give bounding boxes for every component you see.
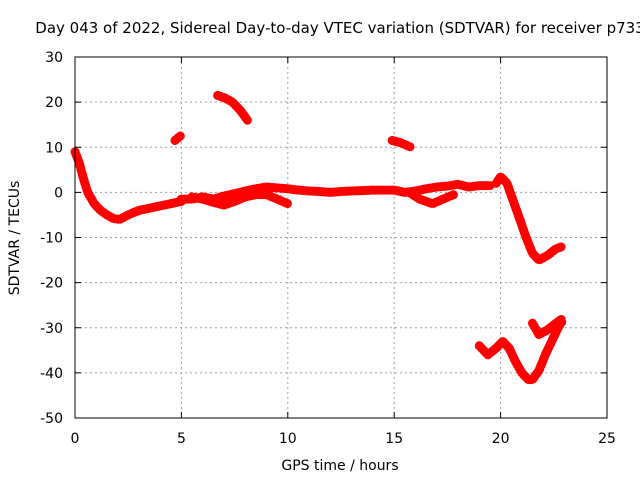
series-track-main-markers [70, 147, 186, 224]
series-track-fall-markers [491, 172, 567, 265]
chart-title: Day 043 of 2022, Sidereal Day-to-day VTE… [35, 19, 640, 37]
x-tick-label: 0 [71, 431, 80, 447]
y-tick-label: 20 [45, 95, 63, 111]
y-tick-label: 30 [45, 50, 63, 66]
axis-ticks: 0 5 10 15 20 25 -50 -40 -30 -20 -10 0 10 20 30 [40, 50, 616, 447]
series-track-short-1-markers [170, 131, 185, 145]
y-tick-label: 10 [45, 140, 63, 156]
series-track-mid-dip2-markers [404, 187, 459, 209]
y-tick-label: -20 [40, 276, 63, 292]
x-tick-label: 25 [598, 431, 616, 447]
series-track-low-hook-markers [528, 314, 567, 339]
x-tick-label: 20 [492, 431, 510, 447]
series-track-short-2-markers [387, 136, 416, 152]
x-tick-label: 15 [385, 431, 403, 447]
x-tick-label: 10 [279, 431, 297, 447]
y-tick-label: -40 [40, 366, 63, 382]
x-axis-label: GPS time / hours [281, 458, 398, 474]
y-axis-label: SDTVAR / TECUs [7, 181, 23, 296]
x-tick-label: 5 [177, 431, 186, 447]
series-track-mid-markers [176, 179, 495, 204]
y-tick-label: -30 [40, 321, 63, 337]
series-track-upper-arc-markers [213, 90, 252, 125]
y-tick-label: -50 [40, 411, 63, 427]
series-group [70, 90, 567, 385]
y-tick-label: -10 [40, 231, 63, 247]
series-track-low-wave-markers [474, 316, 567, 385]
y-tick-label: 0 [54, 185, 63, 201]
series-track-mid-dip-markers [187, 190, 293, 210]
